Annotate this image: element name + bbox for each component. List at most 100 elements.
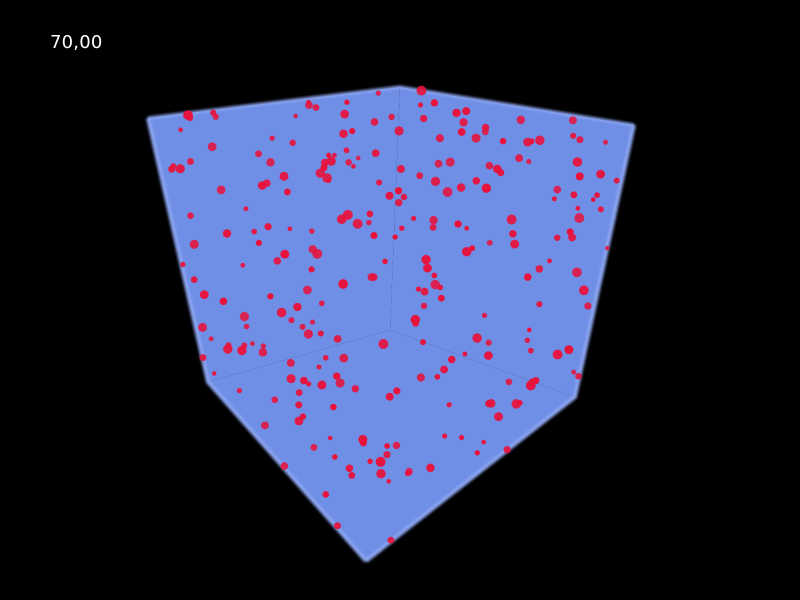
particle	[378, 339, 389, 349]
particle	[527, 347, 534, 354]
particle	[575, 205, 581, 211]
particle	[497, 169, 505, 177]
particle	[503, 446, 511, 454]
particle	[326, 156, 336, 166]
particle	[243, 323, 250, 330]
particle	[339, 129, 348, 138]
particle	[418, 102, 423, 108]
particle	[190, 276, 198, 283]
particle	[516, 115, 526, 125]
particle	[267, 293, 274, 300]
particle	[348, 471, 356, 479]
particle	[295, 389, 303, 396]
particle	[358, 434, 368, 444]
particle	[524, 337, 530, 343]
particle	[273, 257, 282, 265]
particle	[388, 113, 395, 121]
particle	[515, 154, 524, 163]
particle	[343, 147, 350, 154]
particle	[240, 262, 246, 268]
particle	[423, 263, 432, 273]
particle	[175, 164, 185, 174]
particle	[528, 138, 535, 145]
particle	[199, 354, 207, 362]
particle	[574, 213, 585, 223]
particle	[300, 376, 308, 385]
particle	[236, 387, 243, 394]
particle	[571, 369, 577, 375]
particle	[392, 234, 398, 240]
particle	[568, 233, 577, 242]
particle	[222, 229, 232, 238]
particle	[351, 385, 359, 393]
particle	[370, 231, 378, 240]
particle	[440, 365, 448, 374]
particle	[305, 101, 313, 109]
particle	[445, 157, 455, 167]
particle	[464, 225, 470, 231]
particle	[312, 248, 323, 259]
particle	[554, 234, 561, 241]
particle	[237, 345, 247, 356]
particle	[366, 210, 374, 218]
particle	[334, 522, 341, 530]
particle	[324, 492, 329, 498]
particle	[280, 462, 289, 470]
particle	[168, 165, 176, 173]
particle	[312, 104, 320, 111]
particle	[572, 157, 583, 167]
particle	[461, 246, 472, 257]
particle	[462, 351, 468, 357]
particle	[339, 353, 349, 363]
particle	[481, 123, 490, 132]
particle	[434, 159, 443, 168]
particle	[399, 225, 405, 231]
particle	[570, 191, 578, 199]
particle	[430, 279, 440, 290]
particle	[602, 139, 609, 145]
particle	[446, 402, 452, 408]
particle	[435, 134, 444, 143]
cube-face-left	[148, 87, 400, 382]
particle	[516, 399, 523, 406]
particles-layer	[168, 85, 620, 544]
particle	[207, 142, 217, 152]
particle	[326, 152, 332, 158]
particle	[280, 249, 290, 259]
particle	[412, 319, 420, 327]
particle	[426, 463, 435, 473]
particle	[385, 392, 394, 401]
particle	[579, 285, 589, 296]
particle	[510, 239, 520, 249]
particle	[345, 159, 352, 166]
particle	[279, 171, 289, 181]
particle	[485, 339, 492, 346]
particle	[366, 219, 372, 226]
particle	[416, 85, 427, 96]
particle	[392, 441, 401, 450]
particle	[400, 193, 408, 201]
particle	[384, 443, 390, 449]
particle	[332, 152, 337, 158]
particle	[456, 183, 466, 192]
particle	[429, 223, 437, 231]
particle	[338, 279, 348, 289]
particle	[535, 265, 544, 273]
particle	[420, 114, 428, 123]
cube	[146, 85, 636, 563]
particle	[570, 132, 577, 139]
particle	[458, 434, 465, 441]
particle	[430, 176, 441, 187]
particle	[499, 137, 507, 145]
particle	[370, 273, 378, 281]
particle	[315, 168, 326, 178]
particle	[287, 226, 293, 232]
particle	[271, 396, 279, 404]
particle	[183, 110, 193, 120]
particle	[333, 372, 341, 380]
particle	[505, 378, 513, 386]
particle	[395, 199, 403, 207]
particle	[316, 364, 322, 370]
particle	[371, 149, 380, 157]
